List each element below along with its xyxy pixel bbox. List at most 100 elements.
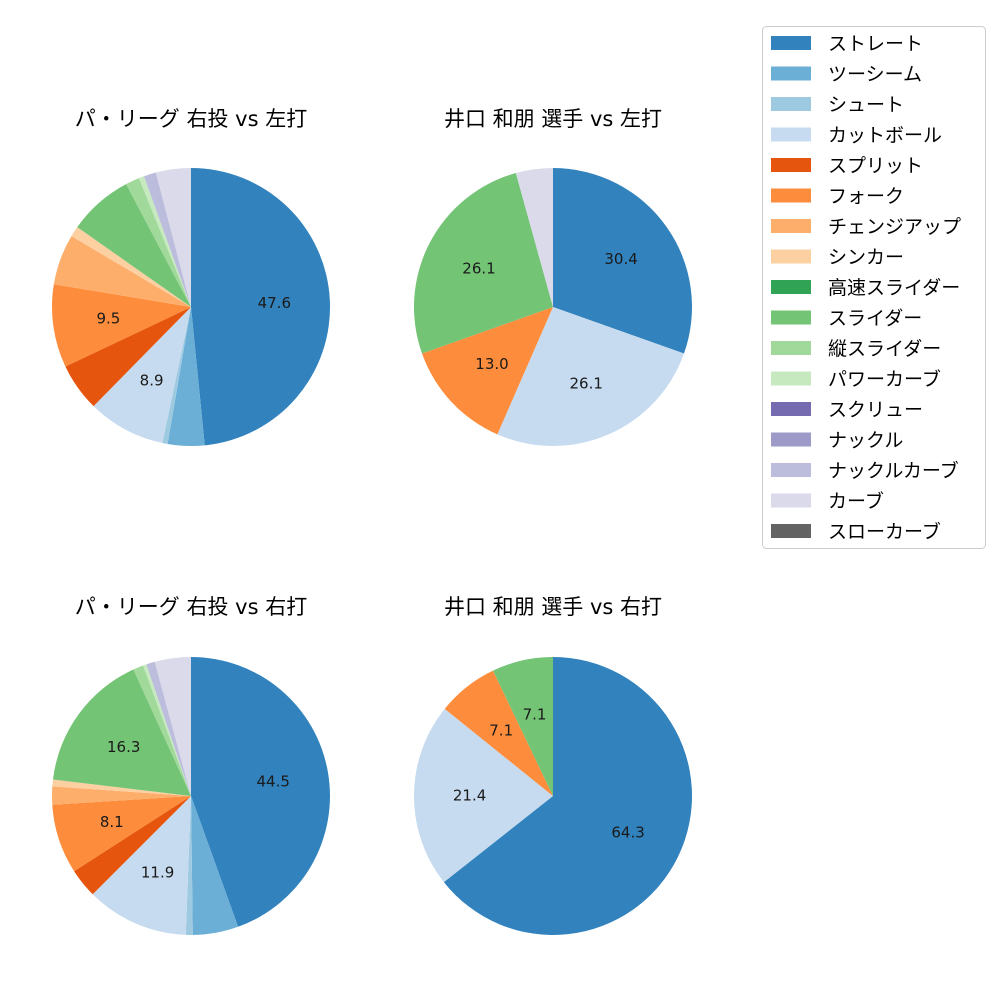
pie-slice xyxy=(167,307,205,447)
pie-slice xyxy=(515,168,553,307)
legend-swatch xyxy=(771,524,811,538)
legend-item: カーブ xyxy=(771,490,884,513)
legend-item: スクリュー xyxy=(771,399,923,421)
legend-swatch xyxy=(771,493,811,508)
pie-slice xyxy=(413,173,553,354)
legend-label: カーブ xyxy=(828,490,884,513)
legend-item: ストレート xyxy=(771,33,923,55)
legend-item: カットボール xyxy=(771,125,942,147)
legend-swatch xyxy=(771,310,811,325)
pie-slice xyxy=(52,796,191,872)
legend-item: スローカーブ xyxy=(771,520,941,543)
slice-label: 9.5 xyxy=(96,310,120,328)
pie-slice xyxy=(52,669,191,796)
pie-slice xyxy=(74,796,191,895)
legend-swatch xyxy=(771,249,811,264)
legend-item: ツーシーム xyxy=(771,64,922,86)
legend-item: フォーク xyxy=(771,186,904,208)
pie-slice xyxy=(492,657,553,796)
slice-label: 11.9 xyxy=(141,863,174,881)
pie-slice xyxy=(51,786,191,805)
pie-slice xyxy=(138,176,191,307)
pie-slice xyxy=(444,670,553,796)
legend-label: パワーカーブ xyxy=(828,368,941,391)
legend-swatch xyxy=(771,158,811,172)
pie-chart-4: 井口 和朋 選手 vs 右打 64.3 21.4 7.1 7.1 xyxy=(414,595,692,935)
legend-item: スプリット xyxy=(771,155,923,177)
slice-label: 64.3 xyxy=(611,823,644,841)
pie-slice xyxy=(71,227,191,307)
legend-swatch xyxy=(771,188,811,203)
slice-label: 26.1 xyxy=(462,260,495,278)
pie-slice xyxy=(414,708,553,883)
legend-label: スプリット xyxy=(828,155,923,177)
pie-chart-3: パ・リーグ 右投 vs 右打 44.5 11.9 8.1 16.3 xyxy=(51,595,330,936)
legend-item: ナックル xyxy=(771,430,903,452)
slice-label: 8.9 xyxy=(140,372,164,390)
legend-swatch xyxy=(771,36,811,50)
legend-label: 高速スライダー xyxy=(828,277,960,299)
slice-label: 26.1 xyxy=(569,375,602,393)
pie-slice xyxy=(553,168,693,354)
pie-chart-2: 井口 和朋 選手 vs 左打 30.4 26.1 13.0 26.1 xyxy=(413,107,693,447)
pie-slice xyxy=(52,284,192,367)
pie-slice xyxy=(155,168,191,307)
legend-label: ナックル xyxy=(828,430,903,452)
legend-swatch xyxy=(771,402,811,416)
slice-label: 47.6 xyxy=(258,294,291,312)
pie-slice xyxy=(191,168,331,446)
legend-label: ストレート xyxy=(828,33,923,55)
slice-label: 8.1 xyxy=(100,813,124,831)
slice-label: 16.3 xyxy=(107,738,140,756)
legend-label: フォーク xyxy=(828,186,904,208)
pie-slice xyxy=(77,184,191,307)
pie-slice xyxy=(133,665,191,796)
legend-swatch xyxy=(771,127,811,142)
slice-label: 30.4 xyxy=(604,250,637,268)
legend-label: スローカーブ xyxy=(828,520,941,543)
legend-item: シンカー xyxy=(771,247,904,269)
legend-swatch xyxy=(771,432,811,447)
legend-frame xyxy=(762,26,986,549)
legend-label: カットボール xyxy=(828,125,942,147)
legend-swatch xyxy=(771,97,811,111)
legend-item: チェンジアップ xyxy=(771,216,961,238)
legend-swatch xyxy=(771,280,811,294)
chart-title: 井口 和朋 選手 vs 右打 xyxy=(444,595,662,619)
legend-item: シュート xyxy=(771,94,904,116)
pie-slice xyxy=(92,796,191,935)
chart-title: パ・リーグ 右投 vs 左打 xyxy=(75,107,307,131)
pie-slice xyxy=(65,307,191,407)
legend-label: スクリュー xyxy=(828,399,923,421)
legend-item: パワーカーブ xyxy=(771,368,941,391)
slice-label: 21.4 xyxy=(453,787,486,805)
legend-label: ナックルカーブ xyxy=(828,459,959,482)
slice-label: 7.1 xyxy=(489,722,513,740)
pie-slice xyxy=(52,779,191,796)
legend-item: ナックルカーブ xyxy=(771,459,959,482)
legend: ストレートツーシームシュートカットボールスプリットフォークチェンジアップシンカー… xyxy=(762,26,986,549)
pie-slice xyxy=(443,657,692,935)
pie-slice xyxy=(185,796,193,936)
legend-label: スライダー xyxy=(828,308,922,330)
pie-slice xyxy=(93,307,191,444)
legend-swatch xyxy=(771,371,811,386)
legend-swatch xyxy=(771,219,811,233)
pie-slice xyxy=(497,307,684,447)
legend-item: スライダー xyxy=(771,308,922,330)
slice-label: 44.5 xyxy=(256,773,289,791)
pie-slice xyxy=(162,307,191,445)
legend-label: シュート xyxy=(828,94,904,116)
legend-swatch xyxy=(771,463,811,477)
pie-slice xyxy=(191,796,239,935)
pie-slice xyxy=(154,657,191,796)
chart-title: 井口 和朋 選手 vs 左打 xyxy=(444,107,662,131)
pie-slice xyxy=(143,664,191,796)
chart-title: パ・リーグ 右投 vs 右打 xyxy=(75,595,307,619)
pie-slice xyxy=(53,236,191,307)
legend-item: 高速スライダー xyxy=(771,277,960,299)
pie-slice xyxy=(126,178,191,307)
pie-chart-1: パ・リーグ 右投 vs 左打 47.6 8.9 9.5 xyxy=(52,107,331,447)
slice-label: 7.1 xyxy=(523,706,547,724)
